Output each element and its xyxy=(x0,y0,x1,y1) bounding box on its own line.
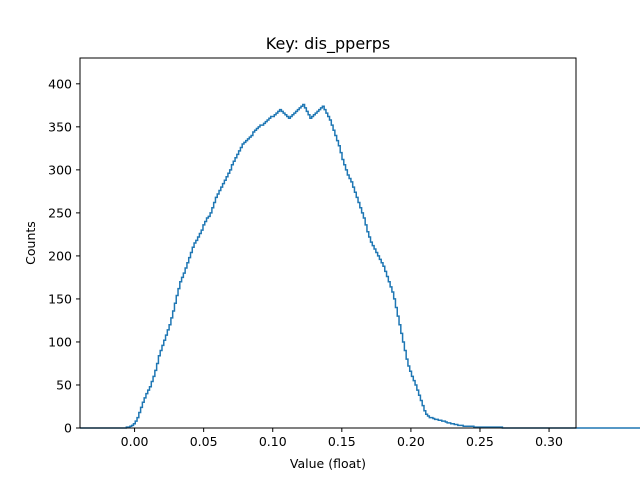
y-tick-label: 250 xyxy=(48,205,72,220)
y-tick-label: 200 xyxy=(48,248,72,263)
y-tick-label: 400 xyxy=(48,76,72,91)
x-axis-label: Value (float) xyxy=(290,456,366,471)
x-tick-label: 0.05 xyxy=(190,434,218,449)
y-tick-label: 150 xyxy=(48,291,72,306)
y-tick-label: 100 xyxy=(48,334,72,349)
y-tick-label: 300 xyxy=(48,162,72,177)
x-tick-label: 0.20 xyxy=(397,434,425,449)
histogram-step-line xyxy=(80,103,640,429)
histogram-step-series xyxy=(80,103,640,429)
y-axis-label: Counts xyxy=(23,221,38,265)
y-tick-label: 350 xyxy=(48,119,72,134)
x-tick-label: 0.10 xyxy=(259,434,287,449)
y-tick-label: 50 xyxy=(56,377,72,392)
x-axis-ticks: 0.00 0.05 0.10 0.15 0.20 0.25 0.30 xyxy=(121,428,563,449)
x-tick-label: 0.30 xyxy=(535,434,563,449)
y-tick-label: 0 xyxy=(64,421,72,436)
chart-title: Key: dis_pperps xyxy=(266,34,390,54)
x-tick-label: 0.15 xyxy=(328,434,356,449)
plot-frame xyxy=(79,57,577,429)
y-axis-ticks: 0 50 100 150 200 250 300 350 400 xyxy=(48,76,80,436)
x-tick-label: 0.00 xyxy=(121,434,149,449)
x-tick-label: 0.25 xyxy=(466,434,494,449)
